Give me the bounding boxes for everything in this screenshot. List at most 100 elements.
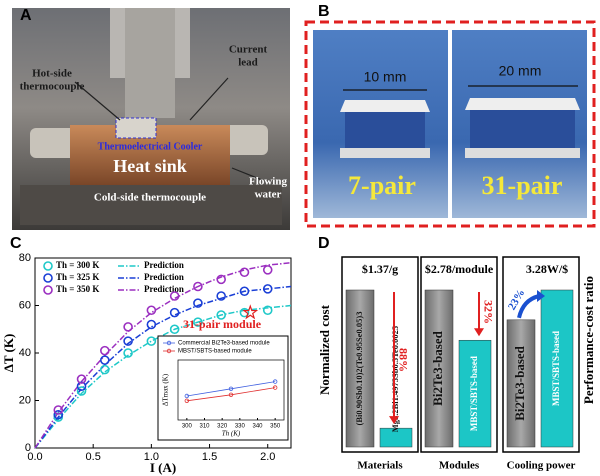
arrow-head	[389, 416, 399, 425]
price: 3.28W/$	[526, 262, 568, 276]
point	[262, 265, 273, 275]
inset-plot	[177, 359, 285, 421]
point	[123, 336, 133, 346]
y-axis-label: ΔT (K)	[1, 334, 16, 373]
point	[76, 374, 87, 384]
annotation: 31-pair module	[183, 317, 262, 331]
x-tick-label: 300	[182, 424, 193, 430]
arrow-head	[537, 290, 545, 302]
bar-label: MBST/SBTS-based	[551, 331, 561, 406]
x-tick-label: 330	[235, 424, 246, 430]
x-tick-label: 1.5	[202, 451, 217, 463]
legend-marker	[166, 340, 172, 346]
legend-label: Prediction	[144, 272, 184, 282]
inset-frame	[157, 335, 289, 441]
point	[53, 405, 64, 415]
y-tick-label: 60	[19, 299, 31, 311]
label: 31-pair	[482, 171, 563, 200]
point	[262, 305, 273, 316]
bar	[458, 339, 492, 448]
point	[169, 324, 180, 335]
point	[262, 284, 273, 294]
legend-marker	[166, 348, 172, 354]
arrow-head	[474, 328, 484, 337]
point	[123, 348, 133, 358]
point	[100, 345, 110, 356]
point	[239, 267, 250, 278]
legend-label: Prediction	[144, 284, 184, 294]
inset-line	[186, 381, 276, 397]
label: 10 mm	[364, 69, 407, 85]
price: $1.37/g	[362, 262, 398, 276]
label: Cold-side thermocouple	[94, 192, 206, 204]
label: 20 mm	[499, 63, 542, 79]
point	[169, 291, 180, 301]
change: 32%	[481, 300, 495, 324]
inset-point	[272, 379, 278, 384]
change: 88%	[396, 348, 410, 372]
legend-label: Prediction	[144, 260, 184, 270]
label: Flowing	[249, 176, 287, 188]
inset-point	[184, 398, 190, 403]
inset-point	[228, 386, 234, 391]
y2-axis-label: Performance-cost ratio	[581, 276, 596, 404]
point	[100, 364, 110, 375]
inset-point	[272, 385, 278, 390]
legend-marker	[43, 285, 53, 295]
annotation-star	[242, 304, 259, 320]
frame	[304, 20, 596, 228]
group-label: Cooling power	[507, 460, 576, 472]
group-label: Modules	[439, 460, 480, 472]
label: Heat sink	[113, 156, 187, 176]
point	[123, 322, 133, 332]
label: Hot-side	[32, 68, 72, 80]
x-axis-label: Th (K)	[222, 430, 241, 438]
legend-marker	[43, 261, 53, 271]
label: water	[255, 189, 282, 201]
panel-letter: D	[318, 235, 330, 252]
point	[100, 355, 110, 365]
x-tick-label: 0.5	[86, 451, 101, 463]
point	[169, 307, 180, 318]
y-tick-label: 80	[19, 252, 31, 264]
panel-letter: A	[20, 7, 32, 24]
x-axis-label: I (A)	[150, 460, 176, 475]
x-tick-label: 310	[199, 424, 210, 430]
point	[239, 286, 250, 297]
legend-label: Commercial Bi2Te3-based module	[178, 341, 270, 347]
legend-label: Th = 350 K	[56, 284, 99, 294]
point	[239, 307, 250, 318]
bar-label: (Bi0.90Sb0.10)2(Te0.95Se0.05)3	[354, 312, 364, 426]
legend-label: MBST/SBTS-based module	[178, 349, 252, 355]
point	[216, 310, 226, 320]
group-frame	[502, 256, 580, 453]
photo-b	[313, 30, 587, 218]
bar	[506, 319, 536, 448]
point	[216, 291, 226, 301]
x-tick-label: 1.0	[144, 451, 159, 463]
legend-label: Th = 300 K	[56, 260, 99, 270]
x-tick-label: 2.0	[260, 451, 275, 463]
arrow	[517, 294, 540, 319]
legend-label: Th = 325 K	[56, 272, 99, 282]
label: lead	[238, 57, 258, 69]
x-tick-label: 340	[252, 424, 263, 430]
y-tick-label: 0	[25, 442, 31, 454]
point	[53, 409, 64, 420]
bar	[345, 289, 375, 448]
point	[76, 381, 87, 392]
bar	[540, 289, 574, 448]
bar	[424, 289, 454, 448]
y-axis-label: Normalized cost	[317, 304, 332, 395]
group-frame	[341, 256, 419, 453]
point	[146, 336, 157, 346]
point	[146, 319, 157, 330]
bar-label: MBST/SBTS-based	[469, 356, 479, 431]
point	[76, 386, 87, 396]
inset-line	[186, 387, 276, 402]
point	[146, 305, 157, 316]
point	[193, 298, 203, 308]
label: Thermoelectrical Cooler	[98, 141, 203, 152]
bar-label: Bi2Te3-based	[512, 345, 527, 420]
